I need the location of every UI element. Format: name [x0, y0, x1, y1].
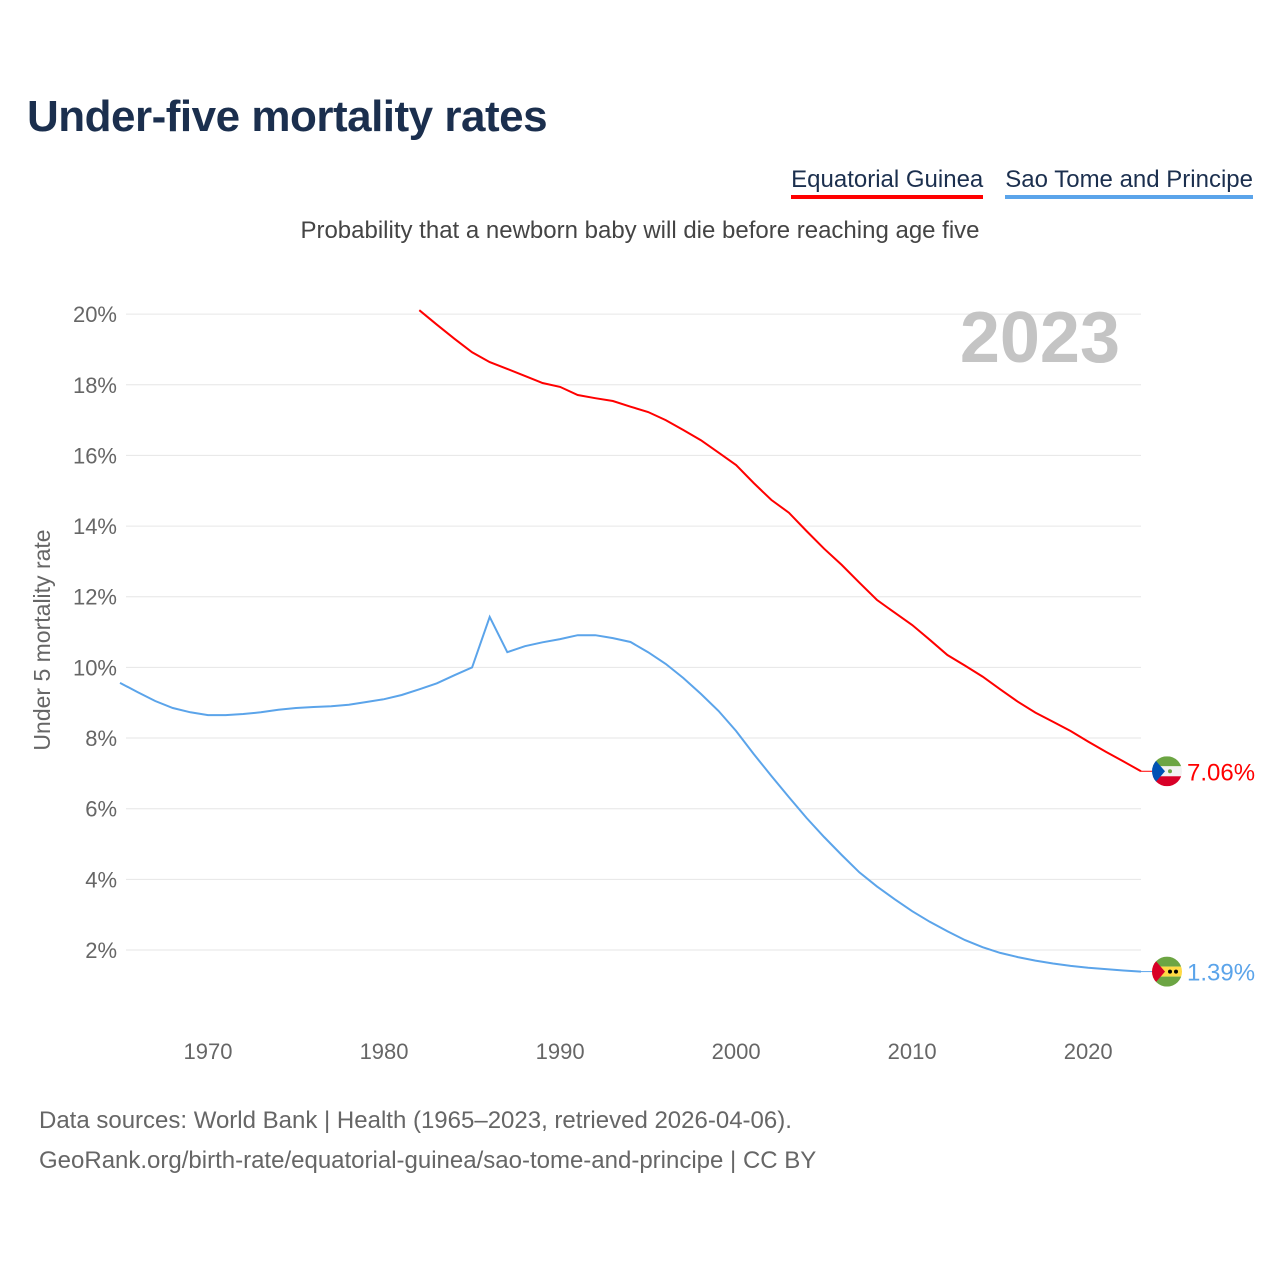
legend-item-sao-tome-and-principe[interactable]: Sao Tome and Principe [1005, 166, 1253, 199]
x-tick-label: 1980 [360, 1039, 409, 1064]
x-tick-label: 1970 [184, 1039, 233, 1064]
y-tick-label: 16% [73, 443, 117, 468]
y-tick-label: 20% [73, 302, 117, 327]
y-tick-label: 6% [85, 797, 117, 822]
y-tick-label: 18% [73, 373, 117, 398]
sao-tome-and-principe-flag-icon [1152, 956, 1182, 987]
series-line-1 [119, 614, 1142, 973]
end-value-label: 7.06% [1187, 759, 1255, 786]
y-tick-label: 10% [73, 655, 117, 680]
end-value-label: 1.39% [1187, 960, 1255, 987]
equatorial-guinea-flag-icon [1152, 756, 1182, 787]
y-axis-label: Under 5 mortality rate [29, 529, 55, 750]
x-tick-label: 2010 [888, 1039, 937, 1064]
y-tick-label: 8% [85, 726, 117, 751]
legend-item-equatorial-guinea[interactable]: Equatorial Guinea [791, 166, 984, 199]
x-tick-label: 2020 [1064, 1039, 1113, 1064]
y-tick-label: 4% [85, 867, 117, 892]
year-watermark: 2023 [960, 298, 1120, 378]
legend: Equatorial Guinea Sao Tome and Principe [791, 166, 1253, 199]
y-tick-label: 14% [73, 514, 117, 539]
footer-link[interactable]: GeoRank.org/birth-rate/equatorial-guinea… [39, 1147, 817, 1174]
x-tick-label: 1990 [536, 1039, 585, 1064]
series-line-0 [418, 309, 1142, 773]
chart-subtitle: Probability that a newborn baby will die… [300, 217, 980, 244]
y-tick-label: 2% [85, 938, 117, 963]
chart-title: Under-five mortality rates [27, 92, 548, 141]
y-tick-label: 12% [73, 585, 117, 610]
footer-sources: Data sources: World Bank | Health (1965–… [39, 1107, 792, 1134]
x-tick-label: 2000 [712, 1039, 761, 1064]
